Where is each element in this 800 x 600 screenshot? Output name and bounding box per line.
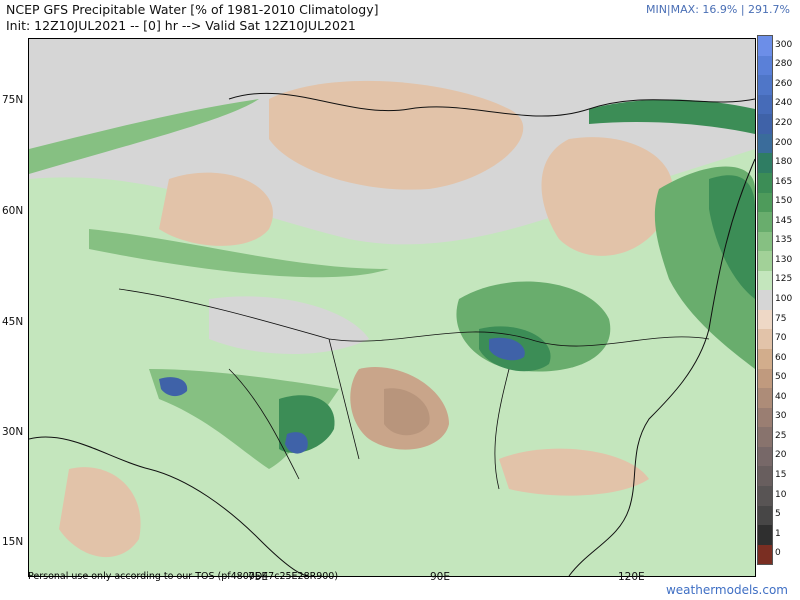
lat-label-60n: 60N [2, 205, 24, 217]
dry-region-arabia [59, 467, 141, 558]
colorbar-swatch [758, 427, 772, 447]
colorbar-label: 10 [775, 489, 787, 500]
colorbar-swatch [758, 192, 772, 213]
colorbar-label: 135 [775, 235, 793, 246]
colorbar-swatch [758, 309, 772, 330]
lon-label-75e: 75E [248, 571, 268, 583]
colorbar-swatch [758, 172, 772, 193]
colorbar-label: 0 [775, 548, 781, 559]
colorbar-label: 15 [775, 470, 787, 480]
green-band-arctic [29, 99, 259, 174]
blue-zone-mongolia [489, 337, 525, 361]
map-panel[interactable] [28, 38, 756, 577]
colorbar-label: 20 [775, 450, 787, 461]
colorbar-label: 100 [775, 294, 793, 304]
colorbar-swatch [758, 36, 772, 56]
colorbar-swatch [758, 446, 772, 467]
dry-region-south-china [499, 448, 649, 496]
colorbar-label: 200 [775, 137, 793, 148]
colorbar-label: 150 [775, 196, 793, 207]
colorbar-label: 260 [775, 78, 793, 89]
green-band-siberia [89, 229, 389, 278]
colorbar-label: 240 [775, 98, 793, 109]
grey-band-arctic [29, 39, 755, 119]
colorbar-label: 30 [775, 411, 787, 422]
min-max-label: MIN|MAX: [645, 3, 699, 16]
colorbar-label: 40 [775, 391, 787, 402]
colorbar-swatch [758, 544, 772, 565]
colorbar-swatch [758, 75, 772, 95]
coastline-arctic [228, 92, 755, 117]
lon-label-120e: 120E [618, 571, 645, 583]
dry-region-tibet-core [384, 388, 430, 436]
colorbar-label: 220 [775, 118, 793, 128]
colorbar-swatch [758, 505, 772, 526]
lat-label-15n: 15N [2, 536, 24, 548]
brand-link[interactable]: weathermodels.com [665, 583, 788, 597]
coastline-east [568, 158, 755, 576]
colorbar-swatch [758, 212, 772, 232]
colorbar-swatch [758, 349, 772, 369]
colorbar-swatch [758, 94, 772, 115]
colorbar-swatch [758, 407, 772, 428]
colorbar-swatch [758, 55, 772, 76]
colorbar-swatch [758, 231, 772, 252]
colorbar-label: 5 [775, 509, 781, 520]
blue-zone-pakistan [285, 432, 308, 454]
colorbar-swatch [758, 388, 772, 408]
colorbar-swatch [758, 114, 772, 134]
colorbar-swatch [758, 485, 772, 506]
colorbar-label: 1 [775, 528, 781, 539]
lon-label-90e: 90E [430, 571, 450, 583]
blue-zone-iran [159, 377, 188, 397]
green-zone-far-east-core [709, 175, 755, 299]
min-max-readout: MIN|MAX: 16.9% | 291.7% [646, 3, 790, 16]
min-max-value: 16.9% | 291.7% [702, 3, 790, 16]
colorbar-label: 25 [775, 430, 787, 441]
map-subtitle: Init: 12Z10JUL2021 -- [0] hr --> Valid S… [6, 18, 356, 33]
colorbar-label: 130 [775, 254, 793, 265]
precipitable-water-map [29, 39, 755, 576]
colorbar-swatch [758, 153, 772, 173]
colorbar-labels: 300 280 260 240 220 200 180 165 150 145 135 130 125 1… [775, 35, 800, 563]
colorbar-label: 180 [775, 157, 793, 168]
colorbar-label: 50 [775, 372, 787, 383]
dry-region-siberia [159, 172, 273, 246]
colorbar-swatch [758, 270, 772, 291]
colorbar-label: 125 [775, 274, 793, 285]
colorbar-label: 70 [775, 333, 787, 344]
coastline-south [29, 436, 310, 576]
colorbar-swatch [758, 133, 772, 154]
colorbar-swatch [758, 466, 772, 486]
border-lines [118, 288, 710, 490]
dry-region-northeast [541, 137, 673, 256]
lat-label-45n: 45N [2, 316, 24, 328]
colorbar-swatch [758, 251, 772, 271]
colorbar-swatch [758, 329, 772, 349]
colorbar-label: 165 [775, 176, 793, 187]
green-band-east [589, 99, 755, 134]
colorbar [757, 35, 773, 565]
lat-label-75n: 75N [2, 94, 24, 106]
colorbar-swatch [758, 525, 772, 545]
colorbar-label: 300 [775, 39, 793, 50]
lat-label-30n: 30N [2, 426, 24, 438]
tos-disclaimer: Personal use only according to our TOS (… [28, 571, 339, 582]
colorbar-swatch [758, 368, 772, 389]
colorbar-swatch [758, 290, 772, 310]
colorbar-label: 75 [775, 313, 787, 324]
colorbar-label: 60 [775, 352, 787, 363]
colorbar-label: 280 [775, 59, 793, 70]
map-title: NCEP GFS Precipitable Water [% of 1981-2… [6, 2, 379, 17]
colorbar-label: 145 [775, 215, 793, 226]
